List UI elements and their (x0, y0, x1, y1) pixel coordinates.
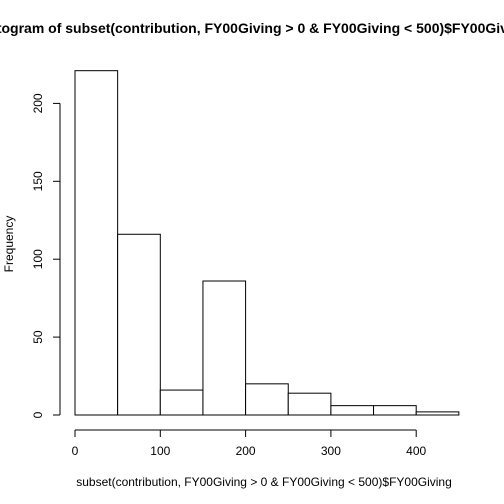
y-tick-label: 0 (31, 411, 45, 418)
histogram-bar-3 (159, 389, 204, 416)
histogram-bar-7 (330, 405, 375, 416)
x-axis-label: subset(contribution, FY00Giving > 0 & FY… (76, 475, 452, 489)
x-tick-label: 400 (406, 444, 426, 458)
y-tick-label: 150 (31, 171, 45, 191)
x-tick-label: 200 (236, 444, 256, 458)
chart-title: Histogram of subset(contribution, FY00Gi… (0, 20, 504, 36)
y-tick-label: 200 (31, 93, 45, 113)
histogram-bar-8 (373, 405, 417, 416)
histogram-bar-2 (117, 233, 161, 416)
x-tick-label: 300 (321, 444, 341, 458)
y-tick-label: 100 (31, 249, 45, 269)
x-tick-label: 100 (150, 444, 170, 458)
y-axis-label: Frequency (2, 215, 16, 273)
x-axis: 0 100 200 300 400 (72, 429, 427, 458)
y-axis: 0 50 100 150 200 (31, 93, 61, 418)
histogram-bar-5 (245, 383, 289, 416)
x-tick-label: 0 (72, 444, 79, 458)
y-tick-label: 50 (31, 330, 45, 344)
histogram-bar-9 (415, 411, 460, 416)
histogram-bar-4 (202, 280, 247, 416)
histogram-bar-1 (74, 70, 119, 416)
histogram-bars (74, 70, 460, 416)
histogram-bar-6 (287, 392, 332, 416)
